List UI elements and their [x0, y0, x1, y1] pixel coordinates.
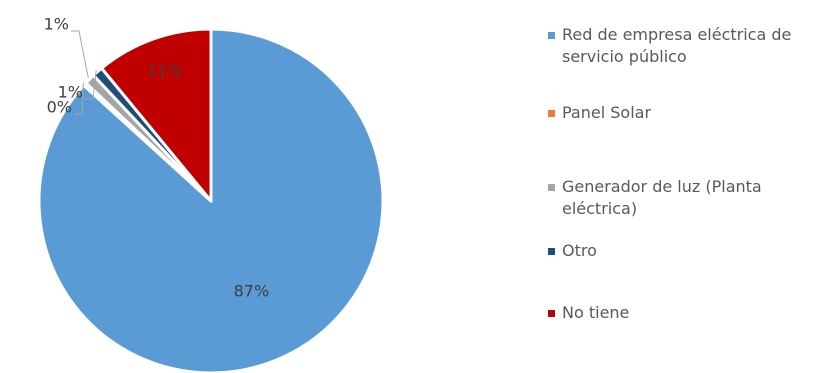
leader-line-generador	[71, 30, 89, 78]
legend: Red de empresa eléctrica de servicio púb…	[548, 24, 838, 324]
data-label-panel-solar: 0%	[47, 98, 72, 117]
legend-swatch-otro	[548, 248, 555, 255]
pie-slices	[37, 27, 385, 373]
legend-item-no-tiene: No tiene	[548, 302, 838, 324]
legend-item-otro: Otro	[548, 240, 838, 262]
data-label-red-empresa: 87%	[234, 282, 270, 301]
legend-item-generador: Generador de luz (Planta eléctrica)	[548, 176, 838, 230]
data-label-no-tiene: 11%	[147, 61, 183, 80]
legend-item-panel-solar: Panel Solar	[548, 102, 838, 124]
leader-line-otro	[85, 70, 97, 100]
legend-label-red-empresa: Red de empresa eléctrica de servicio púb…	[562, 25, 792, 66]
legend-swatch-generador	[548, 184, 555, 191]
legend-item-red-empresa: Red de empresa eléctrica de servicio púb…	[548, 24, 838, 78]
legend-swatch-panel-solar	[548, 110, 555, 117]
legend-label-generador: Generador de luz (Planta eléctrica)	[562, 177, 762, 218]
legend-label-no-tiene: No tiene	[562, 303, 630, 322]
data-labels: 87%11%0%1%1%	[44, 15, 270, 301]
data-label-generador: 1%	[44, 15, 69, 34]
leader-lines	[71, 30, 97, 115]
leader-line-panel-solar	[74, 82, 84, 115]
legend-swatch-no-tiene	[548, 310, 555, 317]
legend-label-otro: Otro	[562, 241, 597, 260]
legend-label-panel-solar: Panel Solar	[562, 103, 652, 122]
legend-swatch-red-empresa	[548, 32, 555, 39]
data-label-otro: 1%	[58, 83, 83, 102]
pie-slice-no-tiene	[100, 27, 213, 203]
